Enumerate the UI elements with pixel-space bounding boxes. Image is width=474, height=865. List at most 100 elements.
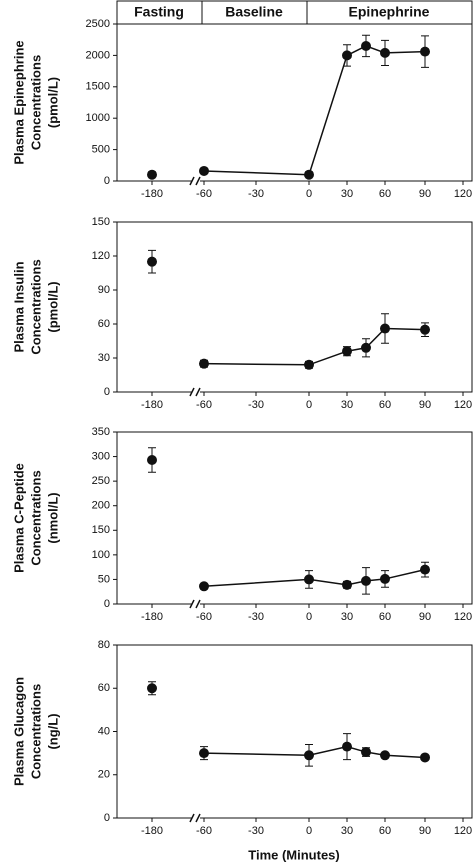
y-tick-label: 350 — [92, 426, 110, 438]
y-tick-label: 60 — [98, 682, 110, 694]
y-axis-label: Plasma Epinephrine — [11, 40, 26, 164]
y-axis-label: Plasma Glucagon — [11, 677, 26, 786]
y-tick-label: 2000 — [86, 49, 110, 61]
data-point — [342, 741, 352, 752]
x-tick-label: 60 — [379, 399, 391, 411]
x-tick-label: 30 — [341, 188, 353, 200]
y-axis-label: Concentrations — [28, 684, 43, 779]
x-tick-label: -30 — [248, 188, 264, 200]
plot-frame — [116, 221, 473, 393]
header-label: Epinephrine — [349, 4, 430, 20]
y-tick-label: 200 — [92, 500, 110, 512]
data-point — [380, 323, 390, 334]
x-tick-label: 0 — [306, 611, 312, 623]
x-tick-label: 120 — [454, 399, 472, 411]
x-tick-label: -60 — [196, 399, 212, 411]
y-tick-label: 2500 — [86, 18, 110, 30]
data-line — [203, 568, 426, 588]
data-point — [199, 358, 209, 369]
data-point — [342, 50, 352, 61]
y-tick-label: 50 — [98, 573, 110, 585]
x-tick-label: 90 — [419, 825, 431, 837]
y-tick-label: 300 — [92, 450, 110, 462]
y-tick-label: 30 — [98, 352, 110, 364]
x-tick-label: -60 — [196, 188, 212, 200]
x-tick-label: 0 — [306, 825, 312, 837]
x-tick-label: -180 — [141, 399, 163, 411]
x-axis-label: Time (Minutes) — [248, 847, 340, 862]
y-axis-label: Concentrations — [28, 259, 43, 354]
data-point — [380, 750, 390, 761]
x-tick-label: -60 — [196, 825, 212, 837]
x-tick-label: 60 — [379, 611, 391, 623]
y-tick-label: 20 — [98, 769, 110, 781]
y-tick-label: 250 — [92, 475, 110, 487]
x-tick-label: 30 — [341, 611, 353, 623]
axis-break — [195, 176, 201, 186]
data-point — [147, 455, 157, 466]
axis-break — [195, 387, 201, 397]
plot-frame — [116, 23, 473, 182]
y-tick-label: 0 — [104, 386, 110, 398]
x-tick-label: 120 — [454, 611, 472, 623]
y-tick-label: 0 — [104, 175, 110, 187]
y-axis-label: Concentrations — [28, 470, 43, 565]
y-tick-label: 1000 — [86, 112, 110, 124]
data-point — [380, 47, 390, 58]
header-label: Baseline — [225, 4, 283, 20]
x-tick-label: 120 — [454, 188, 472, 200]
y-axis-label: (pmol/L) — [45, 281, 60, 332]
axis-break-gap — [192, 179, 200, 183]
data-point — [420, 564, 430, 575]
x-tick-label: -180 — [141, 825, 163, 837]
data-point — [147, 683, 157, 694]
x-tick-label: -30 — [248, 399, 264, 411]
y-tick-label: 100 — [92, 549, 110, 561]
data-point — [342, 579, 352, 590]
y-tick-label: 90 — [98, 284, 110, 296]
x-tick-label: 60 — [379, 825, 391, 837]
x-tick-label: -180 — [141, 611, 163, 623]
data-point — [147, 169, 157, 180]
data-point — [199, 165, 209, 176]
y-tick-label: 80 — [98, 639, 110, 651]
data-point — [147, 256, 157, 267]
data-point — [199, 581, 209, 592]
y-axis-label: Concentrations — [28, 55, 43, 150]
data-point — [380, 573, 390, 584]
header-label: Fasting — [134, 4, 184, 20]
y-tick-label: 1500 — [86, 81, 110, 93]
x-tick-label: 90 — [419, 188, 431, 200]
x-tick-label: 90 — [419, 399, 431, 411]
data-point — [361, 342, 371, 353]
data-line — [203, 745, 426, 759]
x-tick-label: -30 — [248, 825, 264, 837]
axis-break — [195, 599, 201, 609]
x-tick-label: 0 — [306, 399, 312, 411]
x-tick-label: 0 — [306, 188, 312, 200]
x-tick-label: 120 — [454, 825, 472, 837]
x-tick-label: -180 — [141, 188, 163, 200]
y-tick-label: 40 — [98, 725, 110, 737]
x-tick-label: 60 — [379, 188, 391, 200]
axis-break-gap — [192, 816, 200, 820]
data-point — [304, 169, 314, 180]
y-axis-label: (nmol/L) — [45, 492, 60, 543]
data-point — [361, 40, 371, 51]
data-line — [203, 45, 426, 176]
data-line — [203, 327, 426, 366]
data-point — [420, 46, 430, 57]
y-tick-label: 150 — [92, 216, 110, 228]
data-point — [342, 346, 352, 357]
x-tick-label: 90 — [419, 611, 431, 623]
plot-frame — [116, 644, 473, 819]
data-point — [304, 359, 314, 370]
y-axis-label: Plasma Insulin — [11, 261, 26, 352]
data-point — [361, 575, 371, 586]
data-point — [304, 574, 314, 585]
y-tick-label: 60 — [98, 318, 110, 330]
axis-break — [189, 176, 195, 186]
data-point — [361, 747, 371, 758]
y-axis-label: Plasma C-Peptide — [11, 463, 26, 573]
